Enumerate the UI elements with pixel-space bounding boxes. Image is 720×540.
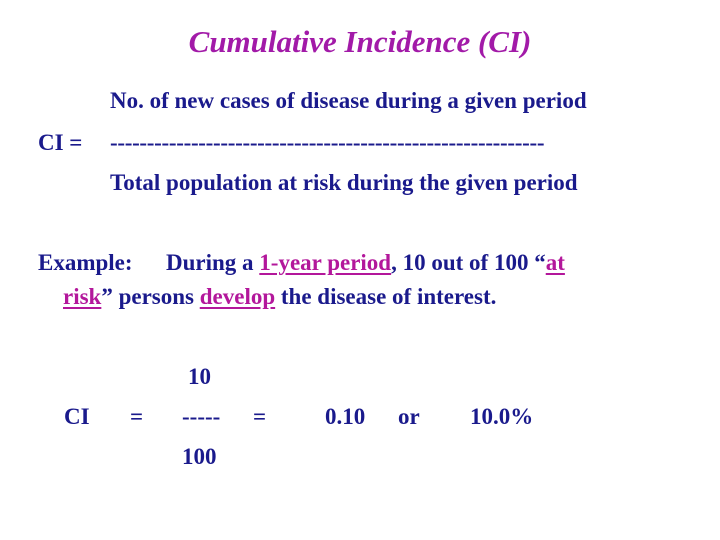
example-label: Example: xyxy=(38,250,133,275)
calc-equals-sign: = xyxy=(253,404,267,429)
slide-title: Cumulative Incidence (CI) xyxy=(188,24,532,59)
example-text: the disease of interest. xyxy=(275,284,497,309)
calc-fraction-bar: ----- xyxy=(182,404,221,429)
calc-decimal-result: 0.10 xyxy=(325,404,366,429)
example-line-1: Example: During a 1-year period, 10 out o… xyxy=(38,250,565,276)
example-text: ” persons xyxy=(101,284,200,309)
formula-denominator: Total population at risk during the give… xyxy=(110,170,578,195)
calc-or-text: or xyxy=(398,404,420,429)
formula-divider: ----------------------------------------… xyxy=(110,130,545,155)
calc-percent-result: 10.0% xyxy=(470,404,534,429)
calc-denominator: 100 xyxy=(182,444,217,469)
calc-numerator: 10 xyxy=(188,364,211,389)
example-text: , 10 out of 100 “ xyxy=(391,250,546,275)
example-period-highlight: 1-year period xyxy=(259,250,392,275)
calc-equals-sign: = xyxy=(130,404,144,429)
example-risk-highlight: risk xyxy=(63,284,102,309)
formula-numerator: No. of new cases of disease during a giv… xyxy=(110,88,587,113)
formula-ci-label: CI = xyxy=(38,130,83,155)
example-text: During a xyxy=(166,250,260,275)
calc-ci-label: CI xyxy=(64,404,90,429)
example-at-highlight: at xyxy=(545,250,565,275)
example-line-2: risk” persons develop the disease of int… xyxy=(63,284,496,310)
example-develop-highlight: develop xyxy=(199,284,276,309)
